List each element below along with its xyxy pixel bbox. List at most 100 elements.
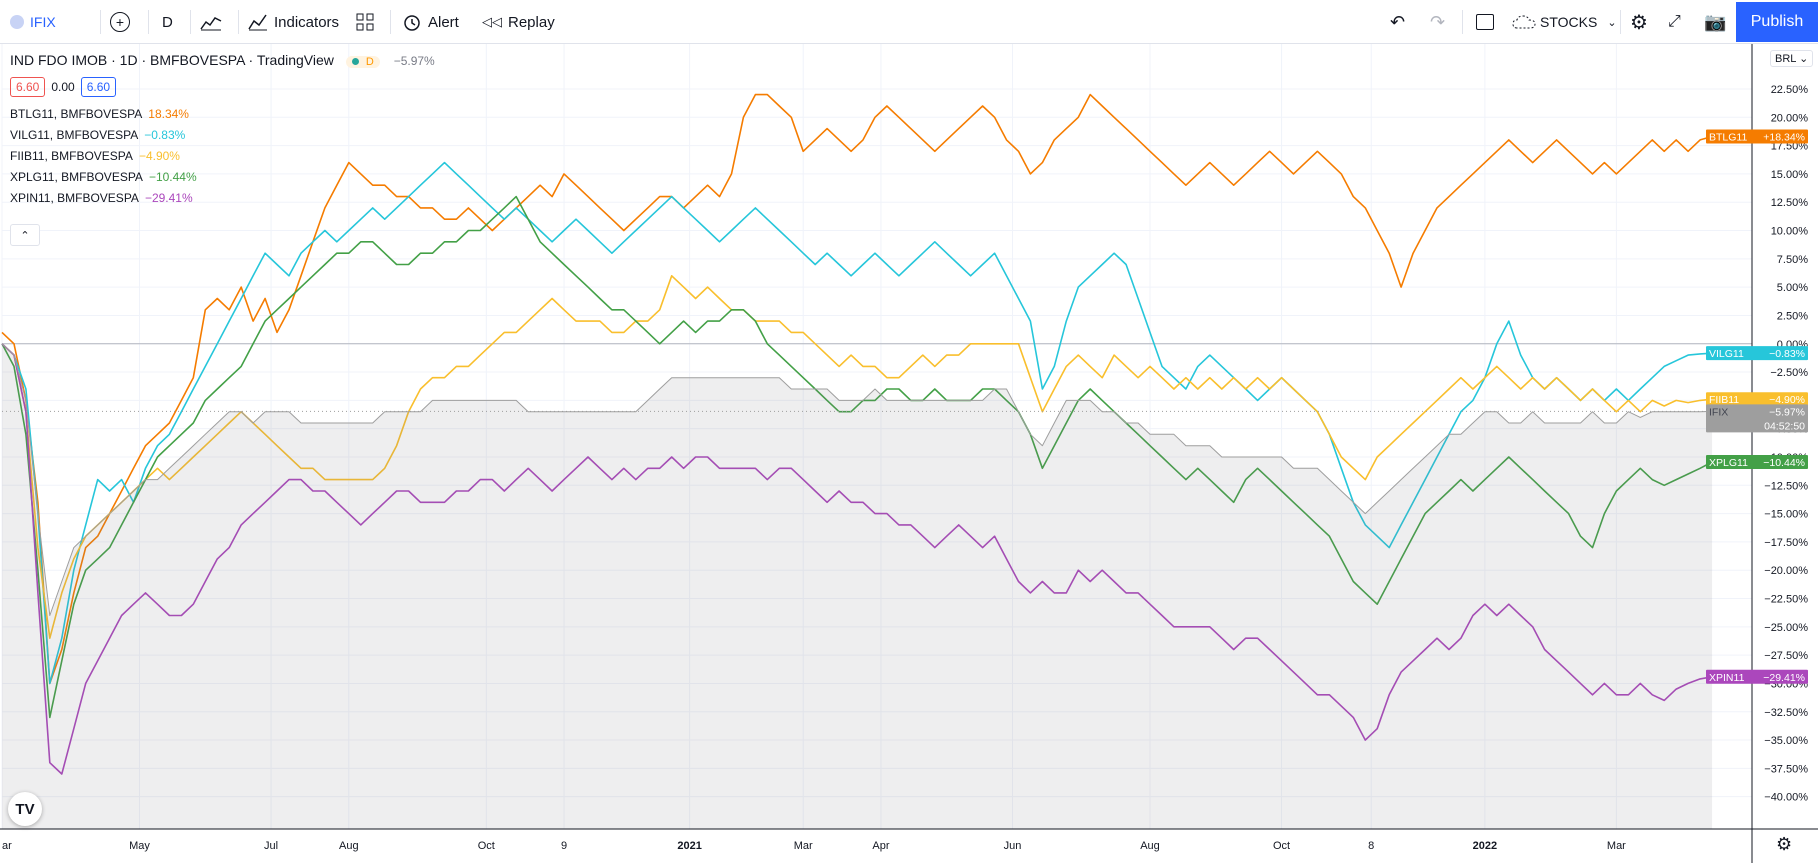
indicators-button[interactable]: Indicators (248, 0, 339, 44)
screenshot-button[interactable]: 📷 (1704, 0, 1726, 44)
x-tick-label: Apr (872, 840, 889, 852)
replay-label: Replay (508, 13, 555, 31)
y-tick-label: −25.00% (1764, 622, 1808, 634)
interval-button[interactable]: D (162, 0, 173, 44)
tradingview-logo[interactable]: TV (8, 792, 42, 826)
camera-icon: 📷 (1704, 11, 1727, 32)
layout-button[interactable]: STOCKS ⌄ (1512, 0, 1617, 44)
y-tick-label: 17.50% (1771, 141, 1809, 153)
y-tick-label: −40.00% (1764, 792, 1808, 804)
y-tick-label: −20.00% (1764, 565, 1808, 577)
series-tag-value: −29.41% (1763, 672, 1805, 684)
series-tag-name: XPLG11 (1709, 457, 1748, 469)
symbol-search[interactable]: IFIX (10, 0, 56, 44)
chevron-up-icon: ⌃ (20, 229, 30, 242)
redo-button[interactable]: ↷ (1430, 0, 1445, 44)
main-series-title: IND FDO IMOB · 1D · BMFBOVESPA · Trading… (10, 52, 334, 68)
gear-icon: ⚙ (1630, 11, 1648, 34)
fullscreen-button[interactable]: ⤢ (1668, 0, 1681, 44)
x-tick-label: Mar (1607, 840, 1626, 852)
y-tick-label: 20.00% (1771, 112, 1809, 124)
legend-series-label: XPIN11, BMFBOVESPA (10, 191, 139, 205)
publish-button[interactable]: Publish (1736, 2, 1818, 42)
x-tick-label: Jul (264, 840, 278, 852)
series-tag-name: BTLG11 (1709, 132, 1747, 144)
series-tag-value: −4.90% (1769, 394, 1805, 406)
symbol-label: IFIX (30, 14, 56, 30)
chart-area[interactable]: 22.50% 20.00% 17.50% 15.00% 12.50% 10.00% 7.50… (0, 44, 1818, 863)
alarm-clock-icon (404, 15, 420, 31)
publish-label: Publish (1750, 13, 1804, 30)
x-tick-label: Jun (1004, 840, 1022, 852)
fullscreen-chart-button[interactable] (1476, 0, 1494, 44)
chart-type-button[interactable] (200, 0, 222, 44)
cloud-icon (1512, 15, 1536, 29)
series-tag-xplg11 (1706, 454, 1808, 469)
y-tick-label: −2.50% (1770, 367, 1808, 379)
y-tick-label: 15.00% (1771, 169, 1809, 181)
chart-svg[interactable]: 22.50% 20.00% 17.50% 15.00% 12.50% 10.00% 7.50… (0, 44, 1818, 863)
undo-button[interactable]: ↶ (1390, 0, 1405, 44)
alert-button[interactable]: Alert (402, 0, 459, 44)
series-tag-ifix (1706, 404, 1808, 433)
replay-button[interactable]: ◁◁ Replay (482, 0, 555, 44)
legend-title-row: IND FDO IMOB · 1D · BMFBOVESPA · Trading… (10, 52, 435, 68)
y-tick-label: −12.50% (1764, 480, 1808, 492)
scale-settings-button[interactable]: ⚙ (1776, 834, 1792, 855)
templates-button[interactable] (356, 0, 374, 44)
y-tick-label: −27.50% (1764, 650, 1808, 662)
y-tick-label: 22.50% (1771, 84, 1809, 96)
series-tag-vilg11 (1706, 346, 1808, 361)
alert-label: Alert (428, 13, 459, 31)
series-tag-value: −0.83% (1769, 348, 1805, 360)
legend-series-value: −4.90% (138, 149, 180, 163)
legend-series-value: −29.41% (144, 191, 193, 205)
legend-series-label: FIIB11, BMFBOVESPA (10, 149, 133, 163)
y-tick-label: 12.50% (1771, 197, 1809, 209)
series-line-fiib11 (1, 275, 1713, 640)
series-tag-name: IFIX (1709, 406, 1728, 418)
x-tick-label: May (129, 840, 150, 852)
x-tick-label: Mar (794, 840, 813, 852)
chevron-down-icon: ⌄ (1799, 53, 1809, 65)
indicators-label: Indicators (274, 13, 340, 31)
series-tag-xpin11 (1706, 669, 1808, 684)
square-icon (1476, 14, 1494, 30)
undo-icon: ↶ (1390, 11, 1406, 32)
legend-series-row[interactable]: BTLG11, BMFBOVESPA 18.34% (10, 107, 189, 121)
currency-button[interactable]: BRL ⌄ (1770, 50, 1814, 67)
indicators-icon (248, 14, 267, 31)
divider (390, 10, 391, 34)
legend-series-row[interactable]: XPIN11, BMFBOVESPA −29.41% (10, 191, 193, 205)
divider (238, 10, 239, 34)
legend-series-row[interactable]: VILG11, BMFBOVESPA −0.83% (10, 128, 185, 142)
market-status-badge: D (345, 56, 380, 68)
x-tick-label: 2021 (677, 840, 701, 852)
series-tag-fiib11 (1706, 392, 1808, 407)
legend-series-value: 18.34% (148, 107, 189, 121)
x-tick-label: 9 (561, 840, 567, 852)
y-tick-label: 2.50% (1777, 310, 1808, 322)
divider (148, 10, 149, 34)
legend-series-value: −10.44% (148, 170, 197, 184)
status-dot-icon (351, 58, 359, 65)
x-tick-label: 8 (1368, 840, 1374, 852)
settings-button[interactable]: ⚙ (1630, 0, 1648, 44)
value-box-close: 6.60 (80, 77, 117, 97)
legend-series-row[interactable]: FIIB11, BMFBOVESPA −4.90% (10, 149, 180, 163)
interval-label: D (162, 13, 173, 31)
series-tag-value: −10.44% (1763, 457, 1805, 469)
legend-series-row[interactable]: XPLG11, BMFBOVESPA −10.44% (10, 170, 197, 184)
ifix-area-fill (2, 343, 1713, 829)
x-tick-label: Aug (1140, 840, 1160, 852)
series-tag-value: −5.97% (1769, 406, 1805, 418)
series-line-btlg11 (1, 93, 1713, 685)
legend-collapse-button[interactable]: ⌃ (10, 224, 40, 246)
compare-button[interactable]: + (110, 0, 130, 44)
currency-label: BRL (1775, 53, 1796, 65)
series-tag-name: XPIN11 (1709, 672, 1745, 684)
chevron-down-icon: ⌄ (1607, 16, 1617, 29)
series-line-vilg11 (1, 161, 1713, 685)
legend-series-label: BTLG11, BMFBOVESPA (10, 107, 143, 121)
series-line-xpin11 (1, 343, 1713, 775)
